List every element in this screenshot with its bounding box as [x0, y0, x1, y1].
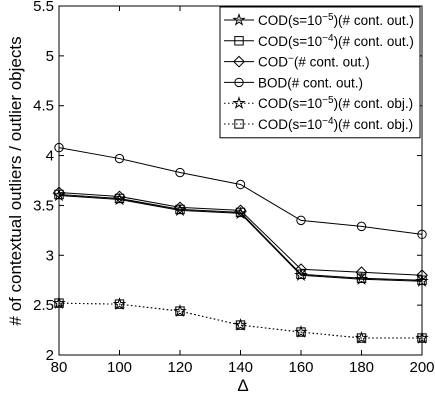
data-point: [175, 306, 185, 316]
series-line: [58, 191, 423, 276]
x-tick-label: 180: [349, 359, 374, 376]
data-point: [175, 204, 185, 215]
data-point: [416, 269, 428, 282]
data-point: [114, 193, 125, 204]
series-5: [52, 296, 429, 344]
legend-label: BOD(# cont. out.): [258, 75, 363, 90]
legend-marker: [232, 96, 246, 109]
data-point: [296, 269, 306, 279]
series-line: [58, 147, 423, 235]
x-tick-label: 80: [51, 359, 68, 376]
y-tick-label: 2.5: [33, 297, 54, 314]
x-tick-label: 200: [409, 359, 434, 376]
data-point: [295, 263, 307, 276]
y-tick-label: 4.5: [33, 98, 54, 115]
x-axis-title: Δ: [237, 376, 248, 394]
legend: COD(s=10−5)(# cont. out.) COD(s=10−4)(# c…: [219, 6, 421, 139]
legend-item: COD(s=10−5)(# cont. out.): [224, 12, 414, 28]
legend-label: COD(s=10−4)(# cont. out.): [258, 33, 414, 49]
legend-label: COD−(# cont. out.): [258, 54, 370, 70]
data-point: [417, 229, 427, 240]
legend-item: COD−(# cont. out.): [224, 54, 370, 70]
data-point: [417, 333, 427, 343]
x-tick-label: 120: [167, 359, 192, 376]
legend-item: COD(s=10−4)(# cont. obj.): [224, 116, 413, 132]
series-3: [53, 186, 428, 282]
data-point: [53, 186, 65, 199]
y-tick-label: 4: [46, 148, 54, 165]
x-tick-label: 140: [228, 359, 253, 376]
legend-marker: [234, 36, 244, 46]
data-point: [296, 215, 306, 226]
legend-box: [219, 6, 421, 139]
legend-label: COD(s=10−5)(# cont. obj.): [258, 95, 413, 111]
y-tick-label: 5: [46, 48, 54, 65]
y-tick-label: 3.5: [33, 197, 54, 214]
y-axis-title: # of contextual outliers / outlier objec…: [6, 36, 25, 325]
y-tick-label: 2: [46, 347, 54, 364]
series-line: [58, 194, 423, 282]
legend-item: COD(s=10−4)(# cont. out.): [224, 33, 414, 49]
legend-marker: [234, 119, 244, 129]
series-1: [52, 188, 429, 287]
data-point: [356, 221, 367, 232]
data-point: [417, 275, 427, 285]
data-point: [234, 204, 247, 217]
data-point: [54, 298, 64, 308]
series-4: [54, 142, 427, 240]
data-point: [296, 327, 306, 337]
data-point: [356, 333, 367, 343]
data-point: [175, 167, 185, 178]
data-point: [114, 299, 125, 309]
data-point: [235, 320, 246, 330]
x-tick-label: 160: [288, 359, 313, 376]
data-point: [235, 207, 246, 218]
data-point: [355, 266, 368, 279]
data-point: [235, 179, 246, 190]
legend-marker: [233, 55, 245, 68]
series-line: [58, 302, 422, 339]
legend-item: BOD(# cont. out.): [224, 75, 363, 90]
series-6: [54, 298, 427, 343]
data-point: [54, 142, 64, 153]
series-2: [54, 189, 427, 285]
data-point: [54, 189, 64, 200]
legend-marker: [234, 77, 244, 88]
data-point: [174, 201, 186, 214]
data-point: [356, 273, 367, 283]
data-point: [114, 153, 125, 164]
series-line: [58, 193, 423, 281]
y-tick-label: 5.5: [33, 0, 54, 15]
y-tick-label: 3: [46, 247, 54, 264]
x-tick-label: 100: [107, 359, 132, 376]
legend-label: COD(s=10−4)(# cont. obj.): [258, 116, 413, 132]
legend-item: COD(s=10−5)(# cont. obj.): [224, 95, 413, 111]
data-point: [113, 190, 126, 203]
legend-label: COD(s=10−5)(# cont. out.): [258, 12, 414, 28]
legend-marker: [232, 12, 246, 26]
